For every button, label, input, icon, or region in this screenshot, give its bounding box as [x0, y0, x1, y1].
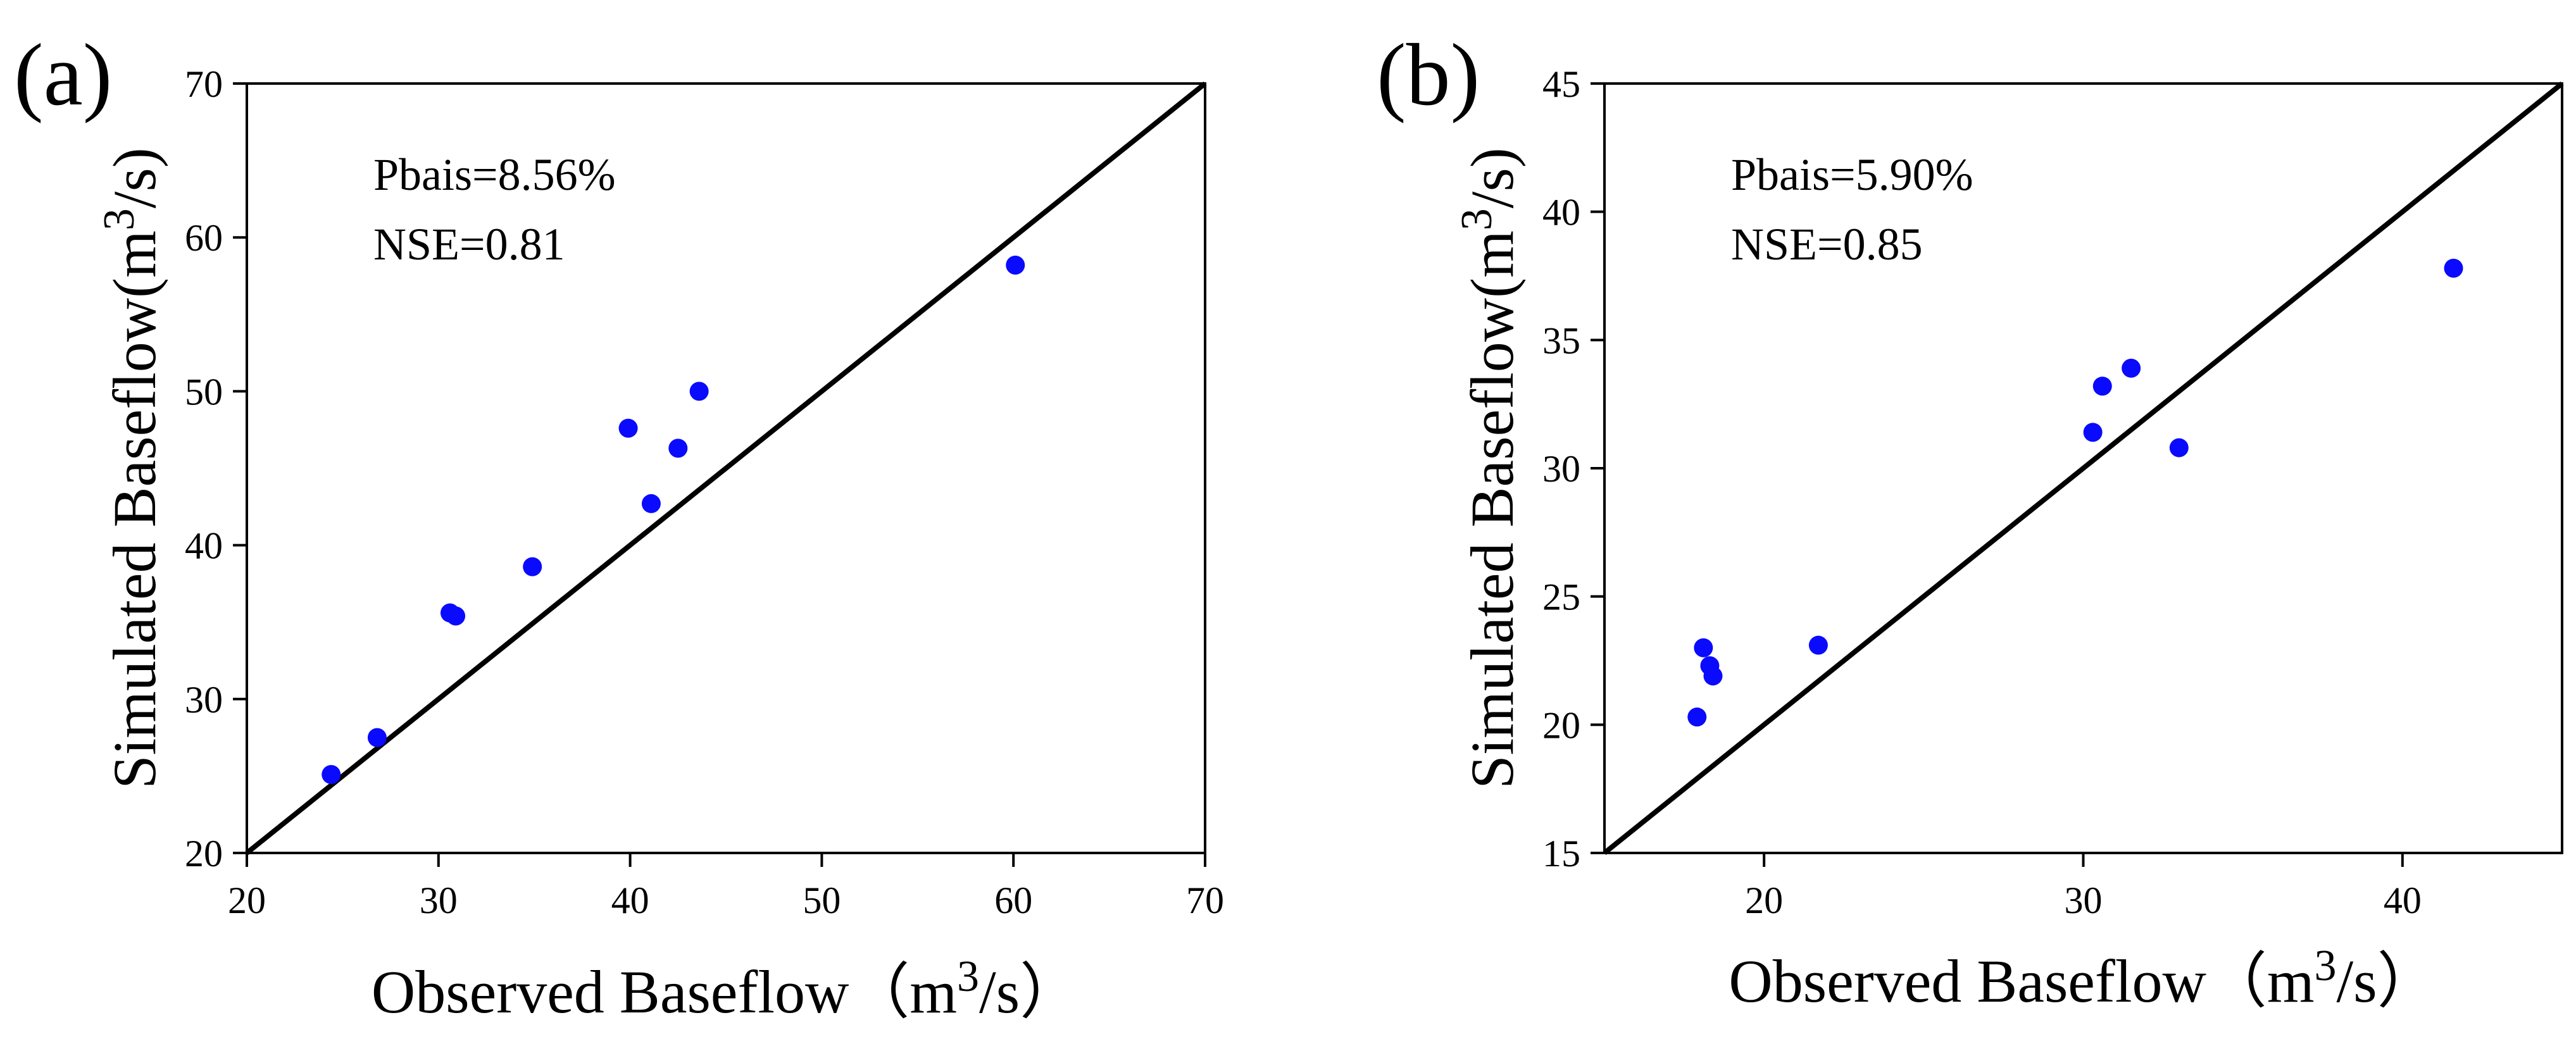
- data-point: [689, 382, 709, 401]
- y-axis-title-unit: /s): [101, 147, 168, 208]
- x-tick-label: 40: [2384, 880, 2422, 921]
- panel-label: (b): [1377, 26, 1480, 124]
- data-point: [2083, 423, 2103, 442]
- data-point: [1703, 666, 1723, 686]
- y-tick-label: 45: [1542, 63, 1580, 105]
- y-axis-title-superscript: 3: [1453, 208, 1501, 230]
- data-point: [523, 557, 542, 576]
- one-to-one-line: [1603, 81, 2564, 855]
- data-point: [367, 728, 387, 747]
- x-axis-title: Observed Baseflow（m3/s）: [1729, 942, 2437, 1015]
- data-point: [1687, 707, 1707, 727]
- y-tick-label: 40: [185, 525, 223, 567]
- y-tick-label: 15: [1542, 833, 1580, 874]
- data-point: [2444, 258, 2463, 278]
- x-axis-title-unit: /s）: [2337, 947, 2438, 1015]
- data-point: [322, 764, 341, 784]
- x-axis-title-superscript: 3: [957, 952, 979, 1001]
- x-tick-label: 30: [2065, 880, 2103, 921]
- x-axis-title: Observed Baseflow（m3/s）: [372, 952, 1080, 1026]
- y-tick-label: 50: [185, 371, 223, 413]
- y-tick-label: 20: [1542, 704, 1580, 746]
- y-axis-title: Simulated Baseflow(m3/s): [1453, 147, 1526, 789]
- data-point: [668, 439, 688, 458]
- x-axis-title-text: Observed Baseflow（m: [1729, 947, 2314, 1015]
- plot-frame: [246, 82, 1206, 854]
- chart-panel-a: (a) 20 30 40 50 60 70 20 30 40 50 60 70 Observed Base…: [14, 26, 1224, 1026]
- x-tick-label: 20: [1745, 880, 1783, 921]
- panel-label: (a): [14, 26, 112, 124]
- pbias-annotation: Pbais=5.90%: [1731, 149, 1973, 200]
- y-tick-label: 30: [185, 679, 223, 721]
- y-tick-label: 20: [185, 833, 223, 874]
- y-axis-title: Simulated Baseflow(m3/s): [95, 147, 168, 789]
- chart-panel-b: (b) 20 30 40 15 20 25 30 35 40 45 Observed Baseflow…: [1377, 26, 2564, 1015]
- data-point: [641, 494, 661, 513]
- data-point: [2122, 358, 2141, 378]
- x-tick-label: 70: [1186, 880, 1224, 921]
- x-tick-label: 40: [611, 880, 649, 921]
- data-point: [618, 418, 638, 438]
- y-tick-label: 60: [185, 217, 223, 259]
- y-tick-label: 35: [1542, 320, 1580, 361]
- y-tick-label: 30: [1542, 448, 1580, 490]
- y-axis-title-text: Simulated Baseflow(m: [101, 230, 168, 789]
- y-axis-title-unit: /s): [1458, 147, 1526, 208]
- x-tick-label: 60: [994, 880, 1032, 921]
- x-axis-title-unit: /s）: [979, 958, 1080, 1026]
- data-point: [1808, 635, 1828, 655]
- y-tick-label: 40: [1542, 192, 1580, 233]
- x-tick-label: 20: [228, 880, 266, 921]
- y-tick-label: 70: [185, 63, 223, 105]
- x-axis-title-superscript: 3: [2315, 942, 2337, 990]
- pbias-annotation: Pbais=8.56%: [373, 149, 616, 200]
- y-tick-label: 25: [1542, 576, 1580, 618]
- data-point: [446, 606, 466, 626]
- nse-annotation: NSE=0.85: [1731, 219, 1923, 270]
- y-axis-title-superscript: 3: [95, 208, 144, 230]
- data-point: [1694, 638, 1713, 657]
- one-to-one-line: [245, 81, 1207, 855]
- data-point: [2169, 438, 2189, 457]
- x-axis-title-text: Observed Baseflow（m: [372, 958, 957, 1026]
- x-tick-label: 50: [803, 880, 841, 921]
- x-tick-label: 30: [420, 880, 458, 921]
- y-axis-title-text: Simulated Baseflow(m: [1458, 230, 1526, 789]
- data-point: [1006, 255, 1025, 275]
- nse-annotation: NSE=0.81: [373, 219, 565, 270]
- data-point: [2092, 376, 2112, 396]
